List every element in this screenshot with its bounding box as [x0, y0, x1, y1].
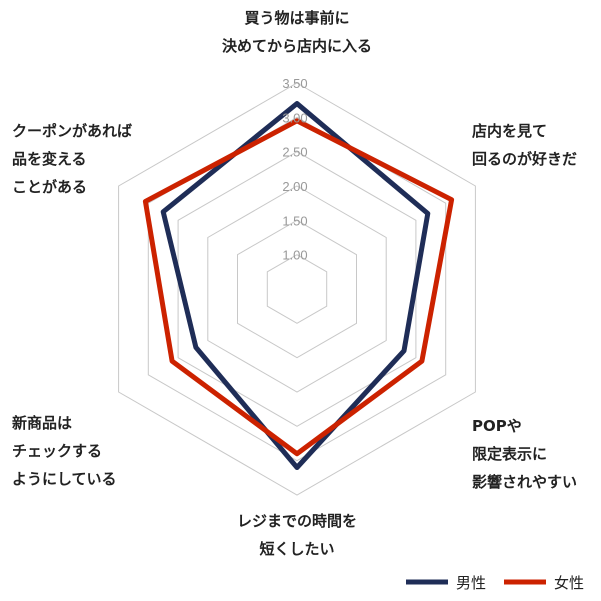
axis-label-line: ことがある — [12, 178, 87, 196]
radar-grid — [118, 82, 476, 496]
tick-label: 2.50 — [282, 145, 307, 160]
tick-label: 3.00 — [282, 110, 307, 125]
axis-label-line: レジまでの時間を — [237, 512, 357, 530]
grid-ring-2 — [207, 185, 387, 393]
grid-ring-5 — [118, 82, 476, 496]
axis-label-line: ようにしている — [12, 470, 117, 488]
tick-label: 1.00 — [282, 248, 307, 263]
grid-ring-4 — [147, 116, 447, 462]
radar-series — [142, 101, 455, 470]
series-line-1 — [142, 118, 455, 457]
tick-label: 2.00 — [282, 179, 307, 194]
legend-label: 男性 — [456, 574, 486, 592]
axis-label-line: 買う物は事前に — [244, 9, 349, 27]
axis-label-line: 回るのが好きだ — [472, 150, 577, 168]
legend-item-1: 女性 — [504, 574, 584, 592]
axis-label-line: 短くしたい — [259, 540, 334, 558]
legend-label: 女性 — [554, 574, 584, 592]
tick-label: 3.50 — [282, 76, 307, 91]
axis-label-line: 決めてから店内に入る — [222, 37, 372, 55]
axis-label-line: 影響されやすい — [472, 473, 577, 491]
legend: 男性 女性 — [406, 574, 584, 592]
grid-ring-0 — [266, 254, 328, 324]
tick-label: 1.50 — [282, 213, 307, 228]
radial-tick-labels: 1.00 1.50 2.00 2.50 3.00 3.50 — [282, 76, 307, 263]
axis-label-line: クーポンがあれば — [12, 122, 132, 140]
axis-label-line: 限定表示に — [472, 445, 547, 463]
axis-label-line: 品を変える — [12, 150, 87, 168]
axis-label-line: POPや — [472, 417, 522, 435]
grid-ring-3 — [177, 151, 417, 427]
axis-label-line: チェックする — [12, 442, 102, 460]
axis-label-line: 新商品は — [12, 414, 72, 432]
axis-label-line: 店内を見て — [472, 122, 547, 140]
series-line-0 — [160, 101, 431, 470]
legend-item-0: 男性 — [406, 574, 486, 592]
grid-ring-1 — [237, 219, 357, 359]
